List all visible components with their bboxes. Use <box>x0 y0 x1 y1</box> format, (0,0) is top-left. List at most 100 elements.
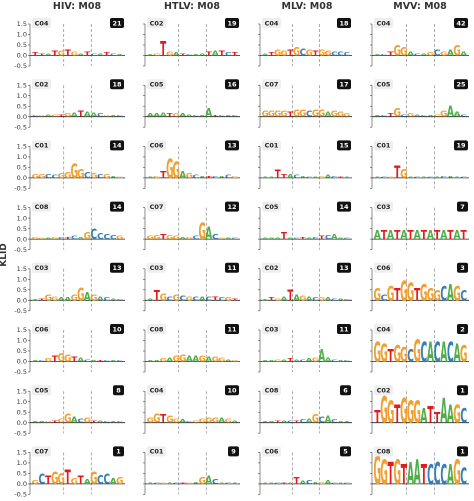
count-badge-label: 16 <box>227 81 237 89</box>
logo-letter: G <box>440 110 448 120</box>
count-badge-label: 3 <box>460 264 465 272</box>
logo-letter: G <box>90 470 97 489</box>
logo-letter: A <box>337 422 344 424</box>
cluster-label-box <box>32 79 51 90</box>
cluster-label-box <box>32 446 51 457</box>
cluster-label-box <box>32 18 51 28</box>
logo-letter: C <box>434 49 441 59</box>
logo-letter: G <box>166 414 173 425</box>
logo-letter: T <box>281 173 287 180</box>
y-tick-label: 0.0 <box>17 174 27 182</box>
logo-letter: G <box>64 171 71 181</box>
logo-letter: C <box>38 360 45 362</box>
logo-letter: A <box>447 49 454 59</box>
logo-letter: A <box>343 177 350 179</box>
y-tick-label: 0.5 <box>17 470 27 478</box>
logo-letter: T <box>212 295 219 302</box>
logo-letter: C <box>344 299 351 301</box>
logo-letter: G <box>427 51 435 56</box>
y-tick-label: 1.5 <box>17 387 27 395</box>
count-badge-label: 19 <box>456 142 466 150</box>
count-badge-label: 12 <box>227 203 236 211</box>
logo-letter: G <box>324 49 331 57</box>
column-title-mlv: MLV: M08 <box>282 1 333 12</box>
count-badge-label: 11 <box>339 325 349 333</box>
logo-letter: A <box>90 360 97 362</box>
cluster-label: C06 <box>265 448 279 456</box>
logo-letter: A <box>38 421 45 423</box>
logo-letter: G <box>231 360 238 362</box>
logo-letter: T <box>394 400 400 429</box>
logo-letter: A <box>337 298 344 301</box>
logo-letter: G <box>103 173 110 180</box>
logo-letter: G <box>45 358 53 363</box>
logo-letter: T <box>160 38 167 61</box>
logo-letter: A <box>97 420 105 423</box>
logo-letter: T <box>294 475 301 487</box>
logo-letter: A <box>453 228 461 243</box>
logo-letter: A <box>325 356 332 363</box>
logo-letter: C <box>414 53 421 56</box>
y-tick-label: 0.0 <box>17 480 27 488</box>
count-badge <box>225 79 239 90</box>
logo-letter: A <box>331 233 339 241</box>
logo-letter: T <box>45 475 51 487</box>
logo-letter: G <box>293 108 300 120</box>
logo-letter: C <box>103 297 110 302</box>
logo-letter: C <box>90 226 97 243</box>
logo-letter: C <box>434 457 441 492</box>
logo-letter: G <box>116 476 123 487</box>
logo-letter: G <box>312 356 319 363</box>
y-tick-label: 1.5 <box>17 81 27 89</box>
cluster-label-box <box>374 385 393 396</box>
y-tick-label: -0.5 <box>14 368 27 376</box>
logo-letter: A <box>58 297 66 302</box>
logo-letter: A <box>268 360 275 362</box>
logo-letter: A <box>32 299 39 301</box>
logo-letter: A <box>160 111 167 118</box>
logo-letter: G <box>393 43 401 60</box>
logo-letter: T <box>275 420 282 423</box>
logo-letter: G <box>212 417 219 425</box>
count-badge-label: 18 <box>339 19 349 27</box>
y-tick-label: 0.5 <box>17 102 27 110</box>
logo-letter: C <box>312 237 319 240</box>
column-titles: HIV: M08 HTLV: M08 MLV: M08 MVV: M08 <box>53 1 447 12</box>
y-tick-label: 1.0 <box>17 276 27 284</box>
count-badge-label: 9 <box>231 448 236 456</box>
logo-letter: G <box>374 285 382 305</box>
logo-letter: A <box>84 478 92 486</box>
logo-letter: G <box>453 400 461 429</box>
logo-letter: G <box>433 287 441 304</box>
logo-letter: G <box>166 154 173 185</box>
logo-letter: A <box>374 54 382 56</box>
logo-letter: G <box>32 237 39 240</box>
logo-letter: C <box>344 52 350 57</box>
logo-letter: A <box>374 177 382 179</box>
cluster-label-box <box>374 18 393 28</box>
logo-letter: A <box>287 173 294 180</box>
logo-letter: G <box>374 448 382 493</box>
logo-letter: C <box>231 238 238 240</box>
logo-letter: A <box>325 111 333 119</box>
logo-letter: G <box>186 483 193 485</box>
logo-letter: A <box>306 417 313 424</box>
count-badge-label: 14 <box>112 142 122 150</box>
logo-letter: A <box>262 299 269 301</box>
logo-letter: A <box>374 228 382 243</box>
logo-letter: A <box>447 102 454 120</box>
logo-letter: A <box>262 422 269 424</box>
logo-letter: C <box>331 298 338 301</box>
logo-letter: G <box>205 417 212 425</box>
logo-letter: G <box>440 50 448 57</box>
y-tick-label: 0.5 <box>17 347 27 355</box>
logo-letter: G <box>153 411 160 426</box>
cluster-label-box <box>32 262 51 273</box>
logo-letter: A <box>205 355 213 363</box>
y-tick-label: -0.5 <box>14 307 27 315</box>
logo-letter: T <box>206 50 213 57</box>
count-badge <box>457 385 468 396</box>
